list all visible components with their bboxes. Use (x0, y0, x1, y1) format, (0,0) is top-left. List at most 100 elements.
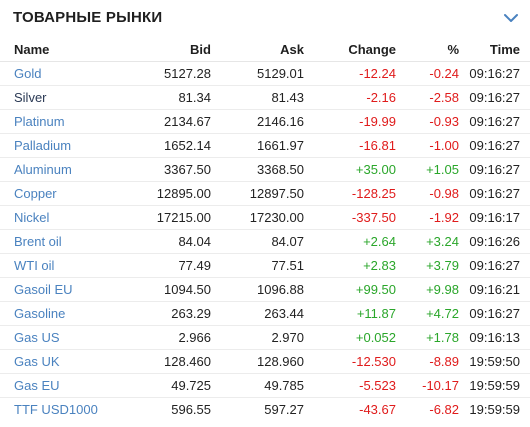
table-row[interactable]: WTI oil 77.49 77.51 +2.83 +3.79 09:16:27 (0, 253, 530, 278)
ask-cell: 263.44 (211, 301, 304, 326)
column-header-time[interactable]: Time (459, 38, 530, 62)
table-header-row: Name Bid Ask Change % Time (0, 38, 530, 62)
ask-cell: 84.07 (211, 229, 304, 254)
column-header-ask[interactable]: Ask (211, 38, 304, 62)
percent-cell: -1.00 (396, 133, 459, 158)
bid-cell: 596.55 (171, 402, 211, 417)
time-cell: 09:16:17 (459, 205, 530, 230)
time-cell: 09:16:27 (459, 85, 530, 110)
table-row[interactable]: Platinum 2134.67 2146.16 -19.99 -0.93 09:16:2… (0, 109, 530, 134)
table-row[interactable]: TTF USD1000 596.55 597.27 -43.67 -6.82 19:59:… (0, 398, 530, 422)
ask-cell: 5129.01 (211, 61, 304, 86)
widget-header: ТОВАРНЫЕ РЫНКИ (0, 0, 530, 36)
change-cell: +2.83 (304, 253, 396, 278)
time-cell: 19:59:59 (459, 373, 530, 398)
ask-cell: 17230.00 (211, 205, 304, 230)
change-cell: -19.99 (304, 109, 396, 134)
chevron-down-icon (504, 14, 518, 22)
instrument-name-link[interactable]: Gas EU (0, 373, 112, 398)
percent-cell: -1.92 (396, 205, 459, 230)
change-cell: +35.00 (304, 157, 396, 182)
percent-cell: +1.05 (396, 157, 459, 182)
collapse-button[interactable] (501, 8, 521, 28)
table-row[interactable]: Gas EU 49.725 49.785 -5.523 -10.17 19:59:59 (0, 373, 530, 398)
ask-cell: 3368.50 (211, 157, 304, 182)
percent-cell: +1.78 (396, 325, 459, 350)
percent-cell: +3.24 (396, 229, 459, 254)
time-cell: 09:16:21 (459, 277, 530, 302)
percent-cell: +9.98 (396, 277, 459, 302)
column-header-percent[interactable]: % (396, 38, 459, 62)
instrument-name-link[interactable]: Brent oil (0, 229, 112, 254)
bid-cell: 17215.00 (112, 205, 211, 230)
change-cell: -2.16 (304, 85, 396, 110)
table-row[interactable]: Aluminum 3367.50 3368.50 +35.00 +1.05 09:16:2… (0, 157, 530, 182)
time-cell: 09:16:27 (459, 157, 530, 182)
table-row[interactable]: Gas UK 128.460 128.960 -12.530 -8.89 19:59:50 (0, 349, 530, 374)
instrument-name-link[interactable]: Nickel (0, 205, 112, 230)
bid-cell: 263.29 (112, 301, 211, 326)
table-row[interactable]: Nickel 17215.00 17230.00 -337.50 -1.92 09:16:… (0, 205, 530, 230)
instrument-name-link[interactable]: Gas US (0, 325, 112, 350)
percent-cell: -10.17 (396, 373, 459, 398)
instrument-name-link[interactable]: Palladium (0, 133, 112, 158)
instrument-name-link[interactable]: Gasoil EU (0, 277, 112, 302)
table-row[interactable]: Gold 5127.28 5129.01 -12.24 -0.24 09:16:27 (0, 61, 530, 86)
bid-cell: 77.49 (112, 253, 211, 278)
bid-cell: 84.04 (112, 229, 211, 254)
bid-cell: 128.460 (112, 349, 211, 374)
instrument-name-link[interactable]: Copper (0, 181, 112, 206)
time-cell: 09:16:27 (459, 301, 530, 326)
column-header-name[interactable]: Name (0, 38, 112, 62)
table-row[interactable]: Brent oil 84.04 84.07 +2.64 +3.24 09:16:26 (0, 229, 530, 254)
change-cell: -12.530 (304, 349, 396, 374)
bid-cell: 49.725 (112, 373, 211, 398)
bid-cell: 1094.50 (112, 277, 211, 302)
ask-cell: 1096.88 (211, 277, 304, 302)
table-row[interactable]: Gasoline 263.29 263.44 +11.87 +4.72 09:16:27 (0, 301, 530, 326)
percent-cell: +3.79 (396, 253, 459, 278)
ask-cell: 2146.16 (211, 109, 304, 134)
time-cell: 09:16:27 (459, 181, 530, 206)
table-row[interactable]: Gasoil EU 1094.50 1096.88 +99.50 +9.98 09:16:… (0, 277, 530, 302)
change-cell: +0.052 (304, 325, 396, 350)
bid-cell: 3367.50 (112, 157, 211, 182)
time-cell: 09:16:13 (459, 325, 530, 350)
change-cell: +99.50 (304, 277, 396, 302)
instrument-name-link[interactable]: Platinum (0, 109, 112, 134)
change-cell: +11.87 (304, 301, 396, 326)
bid-cell: 81.34 (112, 85, 211, 110)
instrument-name-link[interactable]: Aluminum (0, 157, 112, 182)
percent-cell: -2.58 (396, 85, 459, 110)
table-row[interactable]: Gas US 2.966 2.970 +0.052 +1.78 09:16:13 (0, 325, 530, 350)
instrument-name-link[interactable]: Gold (0, 61, 112, 86)
widget-title: ТОВАРНЫЕ РЫНКИ (13, 9, 163, 26)
time-cell: 09:16:27 (459, 61, 530, 86)
instrument-name-link[interactable]: TTF USD1000 (14, 402, 98, 417)
change-cell: -43.67 (359, 402, 396, 417)
change-cell: -5.523 (304, 373, 396, 398)
time-cell: 09:16:27 (459, 109, 530, 134)
ask-cell: 597.27 (264, 402, 304, 417)
change-cell: -12.24 (304, 61, 396, 86)
percent-cell: -8.89 (396, 349, 459, 374)
bid-cell: 5127.28 (112, 61, 211, 86)
bid-cell: 12895.00 (112, 181, 211, 206)
percent-cell: +4.72 (396, 301, 459, 326)
column-header-change[interactable]: Change (304, 38, 396, 62)
ask-cell: 128.960 (211, 349, 304, 374)
percent-cell: -6.82 (429, 402, 459, 417)
bid-cell: 2134.67 (112, 109, 211, 134)
change-cell: -337.50 (304, 205, 396, 230)
table-row[interactable]: Palladium 1652.14 1661.97 -16.81 -1.00 09:16:… (0, 133, 530, 158)
instrument-name-link[interactable]: Silver (0, 85, 112, 110)
change-cell: +2.64 (304, 229, 396, 254)
table-row[interactable]: Silver 81.34 81.43 -2.16 -2.58 09:16:27 (0, 85, 530, 110)
instrument-name-link[interactable]: Gasoline (0, 301, 112, 326)
ask-cell: 49.785 (211, 373, 304, 398)
table-row[interactable]: Copper 12895.00 12897.50 -128.25 -0.98 09:16:… (0, 181, 530, 206)
instrument-name-link[interactable]: WTI oil (0, 253, 112, 278)
instrument-name-link[interactable]: Gas UK (0, 349, 112, 374)
column-header-bid[interactable]: Bid (112, 38, 211, 62)
